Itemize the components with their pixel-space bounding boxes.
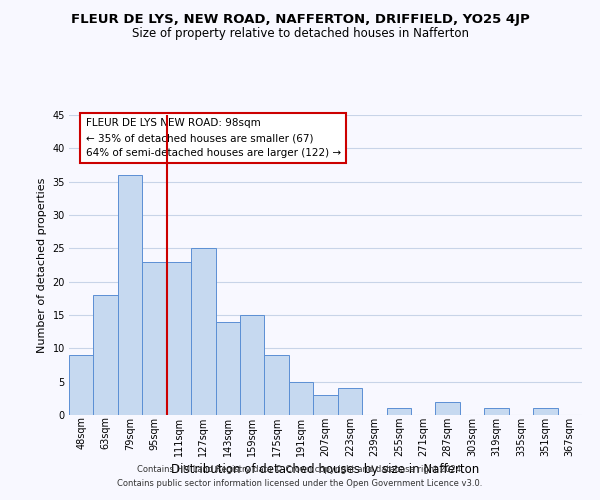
Text: FLEUR DE LYS, NEW ROAD, NAFFERTON, DRIFFIELD, YO25 4JP: FLEUR DE LYS, NEW ROAD, NAFFERTON, DRIFF… (71, 12, 529, 26)
Bar (338, 388, 362, 415)
Y-axis label: Number of detached properties: Number of detached properties (37, 178, 47, 352)
Bar (265, 355, 289, 415)
Bar (191, 248, 215, 415)
Bar (386, 408, 411, 415)
Text: Size of property relative to detached houses in Nafferton: Size of property relative to detached ho… (131, 28, 469, 40)
Bar (289, 382, 313, 415)
Bar (215, 322, 240, 415)
Bar (533, 408, 557, 415)
Bar (167, 262, 191, 415)
Bar (69, 355, 94, 415)
Bar (94, 295, 118, 415)
Bar (436, 402, 460, 415)
Bar (240, 315, 265, 415)
Bar (142, 262, 167, 415)
Bar (313, 395, 338, 415)
Bar (118, 175, 142, 415)
Text: FLEUR DE LYS NEW ROAD: 98sqm
← 35% of detached houses are smaller (67)
64% of se: FLEUR DE LYS NEW ROAD: 98sqm ← 35% of de… (86, 118, 341, 158)
X-axis label: Distribution of detached houses by size in Nafferton: Distribution of detached houses by size … (172, 463, 479, 476)
Text: Contains HM Land Registry data © Crown copyright and database right 2024.
Contai: Contains HM Land Registry data © Crown c… (118, 466, 482, 487)
Bar (484, 408, 509, 415)
